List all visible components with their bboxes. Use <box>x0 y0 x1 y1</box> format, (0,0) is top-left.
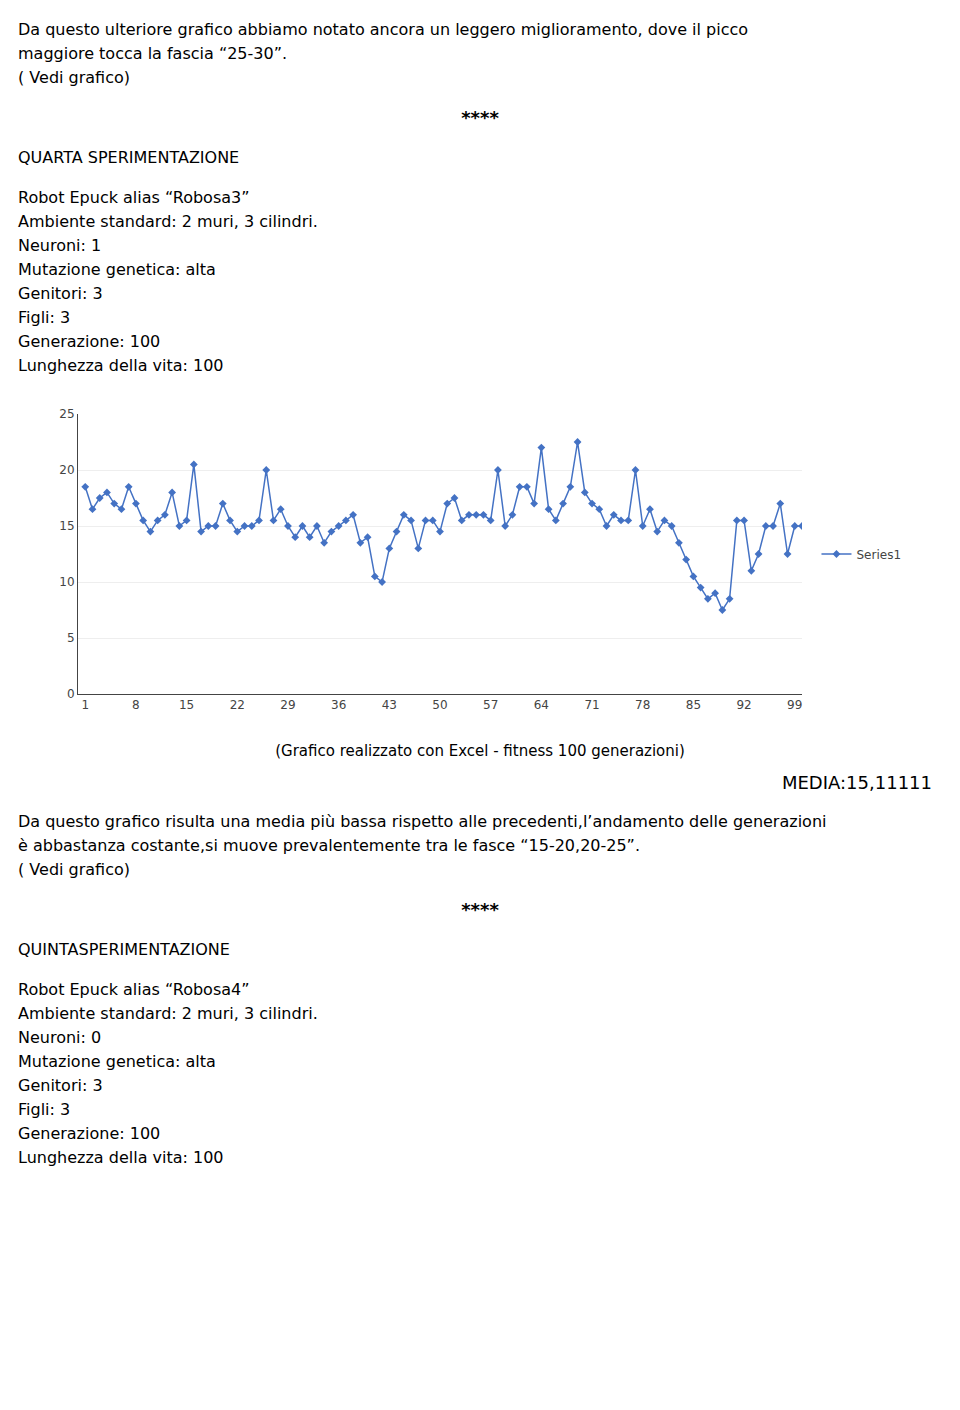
svg-text:Series1: Series1 <box>856 548 901 562</box>
html-text:Lunghezza della vita: 100: Lunghezza della vita: 100 <box>18 356 224 375</box>
svg-text:43: 43 <box>382 698 397 712</box>
svg-text:25: 25 <box>59 407 74 421</box>
html-text:Neuroni: 1: Neuroni: 1 <box>18 236 102 255</box>
svg-text:29: 29 <box>280 698 295 712</box>
html-text:Lunghezza della vita: 100: Lunghezza della vita: 100 <box>18 1148 224 1167</box>
svg-text:92: 92 <box>736 698 751 712</box>
html-text:Da questo ulteriore grafico ab: Da questo ulteriore grafico abbiamo nota… <box>18 20 749 39</box>
svg-text:57: 57 <box>483 698 498 712</box>
html-text:QUARTA SPERIMENTAZIONE: QUARTA SPERIMENTAZIONE <box>18 148 240 167</box>
html-text:Figli: 3: Figli: 3 <box>18 1100 71 1119</box>
html-text:( Vedi grafico): ( Vedi grafico) <box>18 68 130 87</box>
svg-text:1: 1 <box>81 698 89 712</box>
svg-text:85: 85 <box>686 698 701 712</box>
html-text:(Grafico realizzato con Excel: (Grafico realizzato con Excel - fitness … <box>275 742 685 760</box>
html-text:MEDIA:15,11111: MEDIA:15,11111 <box>782 772 932 793</box>
svg-text:20: 20 <box>59 463 74 477</box>
html-text:Robot Epuck alias “Robosa4”: Robot Epuck alias “Robosa4” <box>18 980 250 999</box>
svg-text:99: 99 <box>787 698 802 712</box>
html-text:Figli: 3: Figli: 3 <box>18 308 71 327</box>
html-text:Da questo grafico risulta una: Da questo grafico risulta una media più … <box>18 812 827 831</box>
html-text:Mutazione genetica: alta: Mutazione genetica: alta <box>18 260 216 279</box>
svg-text:64: 64 <box>534 698 549 712</box>
html-text:è abbastanza costante,si muove: è abbastanza costante,si muove prevalent… <box>18 836 640 855</box>
html-text:Genitori: 3: Genitori: 3 <box>18 1076 103 1095</box>
html-text:Generazione: 100: Generazione: 100 <box>18 1124 161 1143</box>
svg-text:71: 71 <box>584 698 599 712</box>
svg-text:8: 8 <box>132 698 140 712</box>
html-text:Mutazione genetica: alta: Mutazione genetica: alta <box>18 1052 216 1071</box>
svg-text:10: 10 <box>59 575 74 589</box>
html-text:Genitori: 3: Genitori: 3 <box>18 284 103 303</box>
html-text:maggiore tocca la fascia “25-3: maggiore tocca la fascia “25-30”. <box>18 44 287 63</box>
html-text:( Vedi grafico): ( Vedi grafico) <box>18 860 130 879</box>
html-text:Neuroni: 0: Neuroni: 0 <box>18 1028 102 1047</box>
html-text:Robot Epuck alias “Robosa3”: Robot Epuck alias “Robosa3” <box>18 188 250 207</box>
html-text:QUINTASPERIMENTAZIONE: QUINTASPERIMENTAZIONE <box>18 940 230 959</box>
svg-text:50: 50 <box>432 698 447 712</box>
svg-text:36: 36 <box>331 698 346 712</box>
svg-text:15: 15 <box>59 519 74 533</box>
svg-text:5: 5 <box>67 631 75 645</box>
html-text:Generazione: 100: Generazione: 100 <box>18 332 161 351</box>
svg-text:78: 78 <box>635 698 650 712</box>
svg-text:0: 0 <box>67 687 75 701</box>
html-text:Ambiente standard: 2 muri, 3 c: Ambiente standard: 2 muri, 3 cilindri. <box>18 1004 318 1023</box>
svg-text:22: 22 <box>230 698 245 712</box>
html-text:Ambiente standard: 2 muri, 3 c: Ambiente standard: 2 muri, 3 cilindri. <box>18 212 318 231</box>
svg-text:15: 15 <box>179 698 194 712</box>
